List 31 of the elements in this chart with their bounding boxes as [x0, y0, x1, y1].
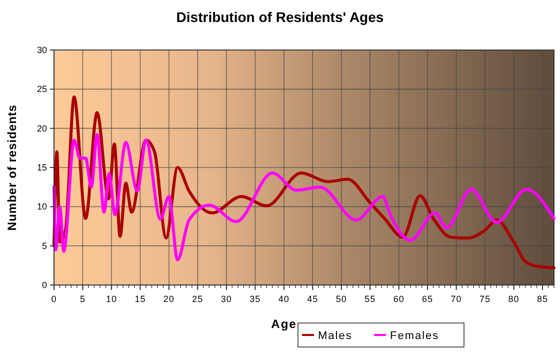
- x-tick-label: 10: [106, 294, 117, 304]
- y-tick-label: 20: [36, 123, 47, 134]
- chart-title: Distribution of Residents' Ages: [176, 9, 384, 25]
- legend-label: Females: [390, 330, 440, 342]
- x-tick-label: 0: [51, 294, 57, 304]
- x-tick-label: 25: [192, 294, 204, 304]
- x-tick-label: 15: [134, 294, 146, 304]
- y-tick-label: 0: [42, 280, 47, 290]
- y-tick-label: 15: [36, 162, 47, 172]
- y-tick-label: 10: [36, 202, 47, 212]
- x-tick-label: 65: [422, 294, 434, 304]
- y-tick-label: 5: [42, 240, 47, 251]
- x-tick-label: 20: [163, 294, 174, 304]
- x-tick-label: 80: [508, 294, 520, 304]
- x-tick-label: 30: [220, 294, 232, 304]
- x-tick-label: 40: [278, 294, 290, 304]
- x-tick-label: 5: [80, 294, 86, 304]
- x-tick-label: 60: [393, 294, 404, 304]
- y-tick-label: 25: [36, 84, 47, 94]
- y-axis-title: Number of residents: [5, 104, 19, 231]
- line-series: [52, 133, 556, 262]
- y-tick-label: 30: [36, 45, 47, 55]
- legend-label: Males: [318, 330, 352, 342]
- x-tick-label: 35: [250, 294, 261, 304]
- x-axis-title: Age: [271, 317, 297, 331]
- x-tick-label: 50: [336, 294, 347, 304]
- x-tick-label: 75: [480, 294, 491, 304]
- x-tick-label: 55: [364, 294, 376, 304]
- x-tick-label: 85: [537, 294, 548, 304]
- x-tick-label: 45: [307, 294, 318, 304]
- x-tick-label: 70: [450, 294, 462, 304]
